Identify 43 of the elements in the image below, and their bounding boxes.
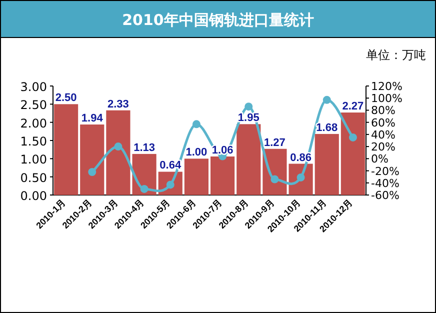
point [348, 133, 357, 142]
y2-tick-label: 120% [371, 80, 402, 93]
data-label: 2.27 [342, 100, 364, 113]
y-tick-label: 2.00 [20, 116, 47, 130]
point [244, 102, 253, 111]
data-label: 2.33 [107, 98, 129, 110]
data-label: 2.50 [55, 92, 77, 104]
y2-tick-label: -40% [371, 176, 400, 190]
y2-tick-label: 80% [371, 104, 396, 118]
data-label: 1.68 [316, 122, 338, 134]
y-tick-label: 2.50 [20, 98, 47, 112]
data-label: 1.94 [81, 112, 104, 125]
data-label: 1.00 [186, 146, 208, 159]
bar [314, 134, 339, 195]
y2-tick-label: 40% [371, 128, 396, 142]
bar [54, 104, 78, 195]
y2-tick-label: -20% [371, 164, 400, 178]
point [270, 175, 279, 184]
point [114, 142, 122, 151]
bar [210, 156, 235, 195]
y-tick-label: 0.00 [20, 189, 47, 203]
y-tick-label: 3.00 [20, 80, 47, 94]
text: 单位：万吨 [366, 48, 426, 62]
point [88, 168, 96, 176]
point [140, 184, 148, 193]
y-tick-label: 1.50 [20, 134, 47, 148]
point [192, 120, 200, 128]
y2-tick-label: 20% [371, 140, 396, 154]
data-label: 1.13 [134, 142, 156, 154]
bar [106, 110, 130, 195]
bar [184, 158, 208, 195]
point [322, 96, 331, 104]
bar [340, 112, 365, 195]
bar [236, 124, 261, 195]
y2-tick-label: 100% [371, 92, 402, 106]
y2-tick-label: 0% [371, 152, 388, 166]
bar [80, 124, 104, 195]
data-label: 1.27 [264, 136, 286, 149]
chart-title: 2010年中国钢轨进口量统计 [122, 11, 314, 29]
y-tick-label: 1.00 [20, 152, 47, 167]
y2-tick-label: 60% [371, 116, 396, 130]
y2-tick-label: -60% [371, 189, 400, 202]
y-tick-label: 0.50 [20, 170, 47, 185]
